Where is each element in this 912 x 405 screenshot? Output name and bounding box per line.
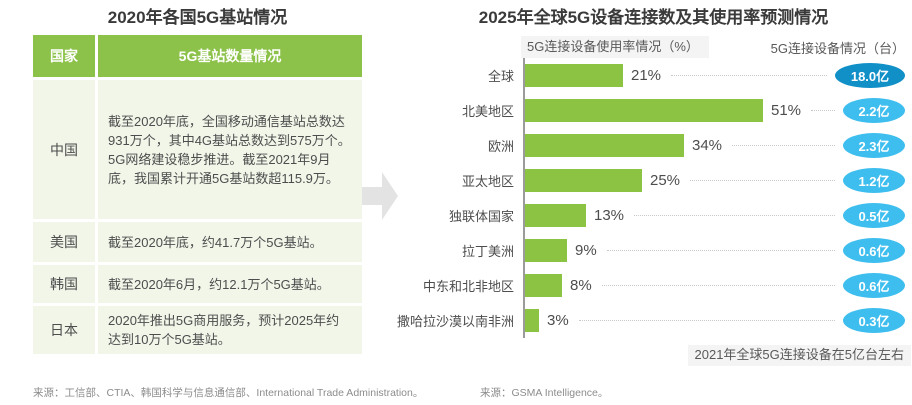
usage-rate-bar [525, 64, 623, 87]
bar-area: 34% 2.3亿 [523, 128, 905, 163]
percent-label: 13% [594, 207, 625, 224]
detail-cell: 2020年推出5G商用服务，预计2025年约达到10万个5G基站。 [98, 306, 362, 354]
device-count-badge: 0.6亿 [843, 273, 905, 298]
right-arrow-icon [362, 172, 398, 220]
table-header-country: 国家 [33, 35, 95, 77]
chart-row: 中东和北非地区 8% 0.6亿 [395, 268, 905, 303]
usage-rate-header: 5G连接设备使用率情况（%） [521, 36, 709, 58]
base-station-panel: 2020年各国5G基站情况 国家 5G基站数量情况 中国 截至2020年底，全国移… [33, 7, 362, 354]
right-source-text: 来源：GSMA Intelligence。 [480, 387, 609, 399]
usage-rate-bar [525, 274, 562, 297]
device-count-badge: 0.5亿 [843, 203, 905, 228]
chart-row: 亚太地区 25% 1.2亿 [395, 163, 905, 198]
percent-label: 3% [547, 312, 569, 329]
country-cell: 中国 [33, 80, 95, 219]
chart-row: 拉丁美洲 9% 0.6亿 [395, 233, 905, 268]
chart-row: 欧洲 34% 2.3亿 [395, 128, 905, 163]
country-cell: 美国 [33, 222, 95, 262]
leader-line [578, 320, 835, 321]
device-count-badge: 0.3亿 [843, 308, 905, 333]
base-station-table: 国家 5G基站数量情况 中国 截至2020年底，全国移动通信基站总数达931万个，… [33, 35, 362, 354]
table-row: 美国 截至2020年底，约41.7万个5G基站。 [33, 222, 362, 262]
chart-row: 独联体国家 13% 0.5亿 [395, 198, 905, 233]
right-chart-title: 2025年全球5G设备连接数及其使用率预测情况 [478, 8, 829, 27]
chart-note: 2021年全球5G连接设备在5亿台左右 [687, 345, 911, 366]
table-row: 中国 截至2020年底，全国移动通信基站总数达931万个，其中4G基站总数达到57… [33, 80, 362, 219]
region-label: 拉丁美洲 [461, 244, 514, 259]
percent-label: 21% [631, 67, 662, 84]
region-label: 北美地区 [461, 104, 514, 119]
usage-rate-bar [525, 204, 586, 227]
region-label: 中东和北非地区 [422, 279, 514, 294]
region-label: 独联体国家 [448, 209, 514, 224]
leader-line [732, 145, 835, 146]
percent-label: 9% [575, 242, 597, 259]
device-count-badge: 2.3亿 [843, 133, 905, 158]
usage-rate-bar [525, 134, 684, 157]
percent-label: 51% [771, 102, 802, 119]
table-header-detail: 5G基站数量情况 [98, 35, 362, 77]
leader-line [811, 110, 835, 111]
percent-label: 34% [692, 137, 723, 154]
percent-label: 8% [570, 277, 592, 294]
devices-count-header: 5G连接设备情况（台） [770, 41, 905, 56]
usage-rate-bar [525, 239, 567, 262]
country-cell: 韩国 [33, 265, 95, 303]
detail-cell: 截至2020年6月，约12.1万个5G基站。 [98, 265, 362, 303]
leader-line [606, 250, 835, 251]
chart-row: 撒哈拉沙漠以南非洲 3% 0.3亿 [395, 303, 905, 338]
bar-area: 13% 0.5亿 [523, 198, 905, 233]
table-row: 日本 2020年推出5G商用服务，预计2025年约达到10万个5G基站。 [33, 306, 362, 354]
detail-cell: 截至2020年底，约41.7万个5G基站。 [98, 222, 362, 262]
usage-rate-bar [525, 99, 763, 122]
leader-line [690, 180, 835, 181]
region-label: 欧洲 [487, 139, 514, 154]
bar-area: 51% 2.2亿 [523, 93, 905, 128]
country-cell: 日本 [33, 306, 95, 354]
leader-line [671, 75, 827, 76]
chart-row: 全球 21% 18.0亿 [395, 58, 905, 93]
left-chart-title: 2020年各国5G基站情况 [107, 8, 288, 27]
usage-rate-bar [525, 169, 642, 192]
bar-area: 3% 0.3亿 [523, 303, 905, 338]
table-row: 韩国 截至2020年6月，约12.1万个5G基站。 [33, 265, 362, 303]
detail-cell: 截至2020年底，全国移动通信基站总数达931万个，其中4G基站总数达到575万… [98, 80, 362, 219]
device-count-badge: 0.6亿 [843, 238, 905, 263]
leader-line [601, 285, 835, 286]
device-count-badge: 2.2亿 [843, 98, 905, 123]
chart-rows: 全球 21% 18.0亿北美地区 51% 2.2亿欧洲 34% 2.3亿亚太地区 25% 1.2… [395, 58, 912, 338]
chart-headers: 5G连接设备使用率情况（%） 5G连接设备情况（台） [395, 36, 912, 58]
bar-area: 21% 18.0亿 [523, 58, 905, 93]
bar-area: 25% 1.2亿 [523, 163, 905, 198]
region-label: 撒哈拉沙漠以南非洲 [396, 314, 514, 329]
leader-line [634, 215, 835, 216]
percent-label: 25% [650, 172, 681, 189]
bar-area: 9% 0.6亿 [523, 233, 905, 268]
bar-area: 8% 0.6亿 [523, 268, 905, 303]
device-count-badge: 18.0亿 [835, 63, 905, 88]
chart-row: 北美地区 51% 2.2亿 [395, 93, 905, 128]
region-label: 亚太地区 [461, 174, 514, 189]
left-source-text: 来源：工信部、CTIA、韩国科学与信息通信部、International Tra… [33, 387, 424, 399]
device-count-badge: 1.2亿 [843, 168, 905, 193]
forecast-chart-panel: 2025年全球5G设备连接数及其使用率预测情况 5G连接设备使用率情况（%） 5… [395, 7, 912, 366]
table-header-row: 国家 5G基站数量情况 [33, 35, 362, 77]
usage-rate-bar [525, 309, 539, 332]
note-wrap: 2021年全球5G连接设备在5亿台左右 [395, 345, 912, 366]
region-label: 全球 [487, 69, 514, 84]
